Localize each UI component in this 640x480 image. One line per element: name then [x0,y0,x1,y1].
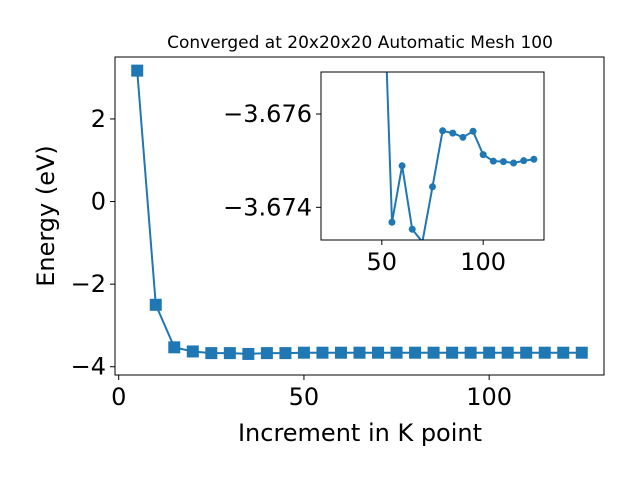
main-data-point [316,346,329,359]
main-y-tick-label: 0 [91,188,106,216]
inset-data-point [408,225,416,233]
inset-x-tick-label: 50 [367,248,398,276]
chart-title: Converged at 20x20x20 Automatic Mesh 100 [167,33,553,53]
main-data-point [260,347,273,360]
x-axis-label: Increment in K point [238,419,482,447]
inset-data-point [479,151,487,159]
inset-data-point [520,157,528,165]
main-data-point [131,64,144,77]
main-data-point [223,347,236,360]
main-data-point [242,347,255,360]
inset-data-point [398,162,406,170]
main-data-point [409,346,422,359]
inset-data-point [510,159,518,167]
inset-y-tick-label: −3.674 [223,193,312,221]
inset-background [321,72,544,240]
main-data-point [372,346,385,359]
main-data-point [501,346,514,359]
main-x-ticks: 0 50 100 [111,375,512,411]
inset-data-point [469,127,477,135]
inset-data-point [499,158,507,166]
main-data-point [390,346,403,359]
inset-data-point [449,129,457,137]
main-y-tick-label: 2 [91,105,106,133]
inset-y-tick-label: −3.676 [223,100,312,128]
main-data-point [186,345,199,358]
main-data-point [334,346,347,359]
inset-series-line [385,72,535,240]
main-data-point [279,347,292,360]
inset-x-tick-label: 100 [460,248,506,276]
main-x-tick-label: 0 [111,383,126,411]
main-x-tick-label: 50 [289,383,320,411]
main-data-point [205,347,218,360]
inset-y-ticks: −3.676 −3.674 [223,100,321,221]
inset-data-point [489,157,497,165]
main-data-point [297,346,310,359]
y-axis-label: Energy (eV) [32,145,60,287]
inset-data-point [530,155,538,163]
main-data-point [168,341,181,354]
inset-plot-frame [320,71,545,241]
main-y-tick-label: −2 [71,270,106,298]
main-data-point [464,346,477,359]
inset-plot: 50 100 −3.676 −3.674 [223,71,545,276]
main-y-tick-label: −4 [71,353,106,381]
inset-data-point [459,133,467,141]
inset-data-point [429,183,436,191]
inset-data-point [439,127,447,135]
main-y-ticks: −4 −2 0 2 [71,105,115,381]
main-series [131,64,588,360]
main-data-point [483,346,496,359]
inset-x-ticks: 50 100 [367,240,506,276]
main-plot-frame [114,56,605,376]
main-data-point [353,346,366,359]
main-data-point [446,346,459,359]
main-data-point [520,346,533,359]
main-plot: Converged at 20x20x20 Automatic Mesh 100… [32,33,605,447]
main-data-point [557,346,570,359]
main-x-tick-label: 100 [466,383,512,411]
inset-series [385,72,538,240]
main-data-point [538,346,551,359]
main-data-point [149,298,162,311]
inset-data-point [388,218,396,226]
main-data-point [427,346,440,359]
main-data-point [575,346,588,359]
